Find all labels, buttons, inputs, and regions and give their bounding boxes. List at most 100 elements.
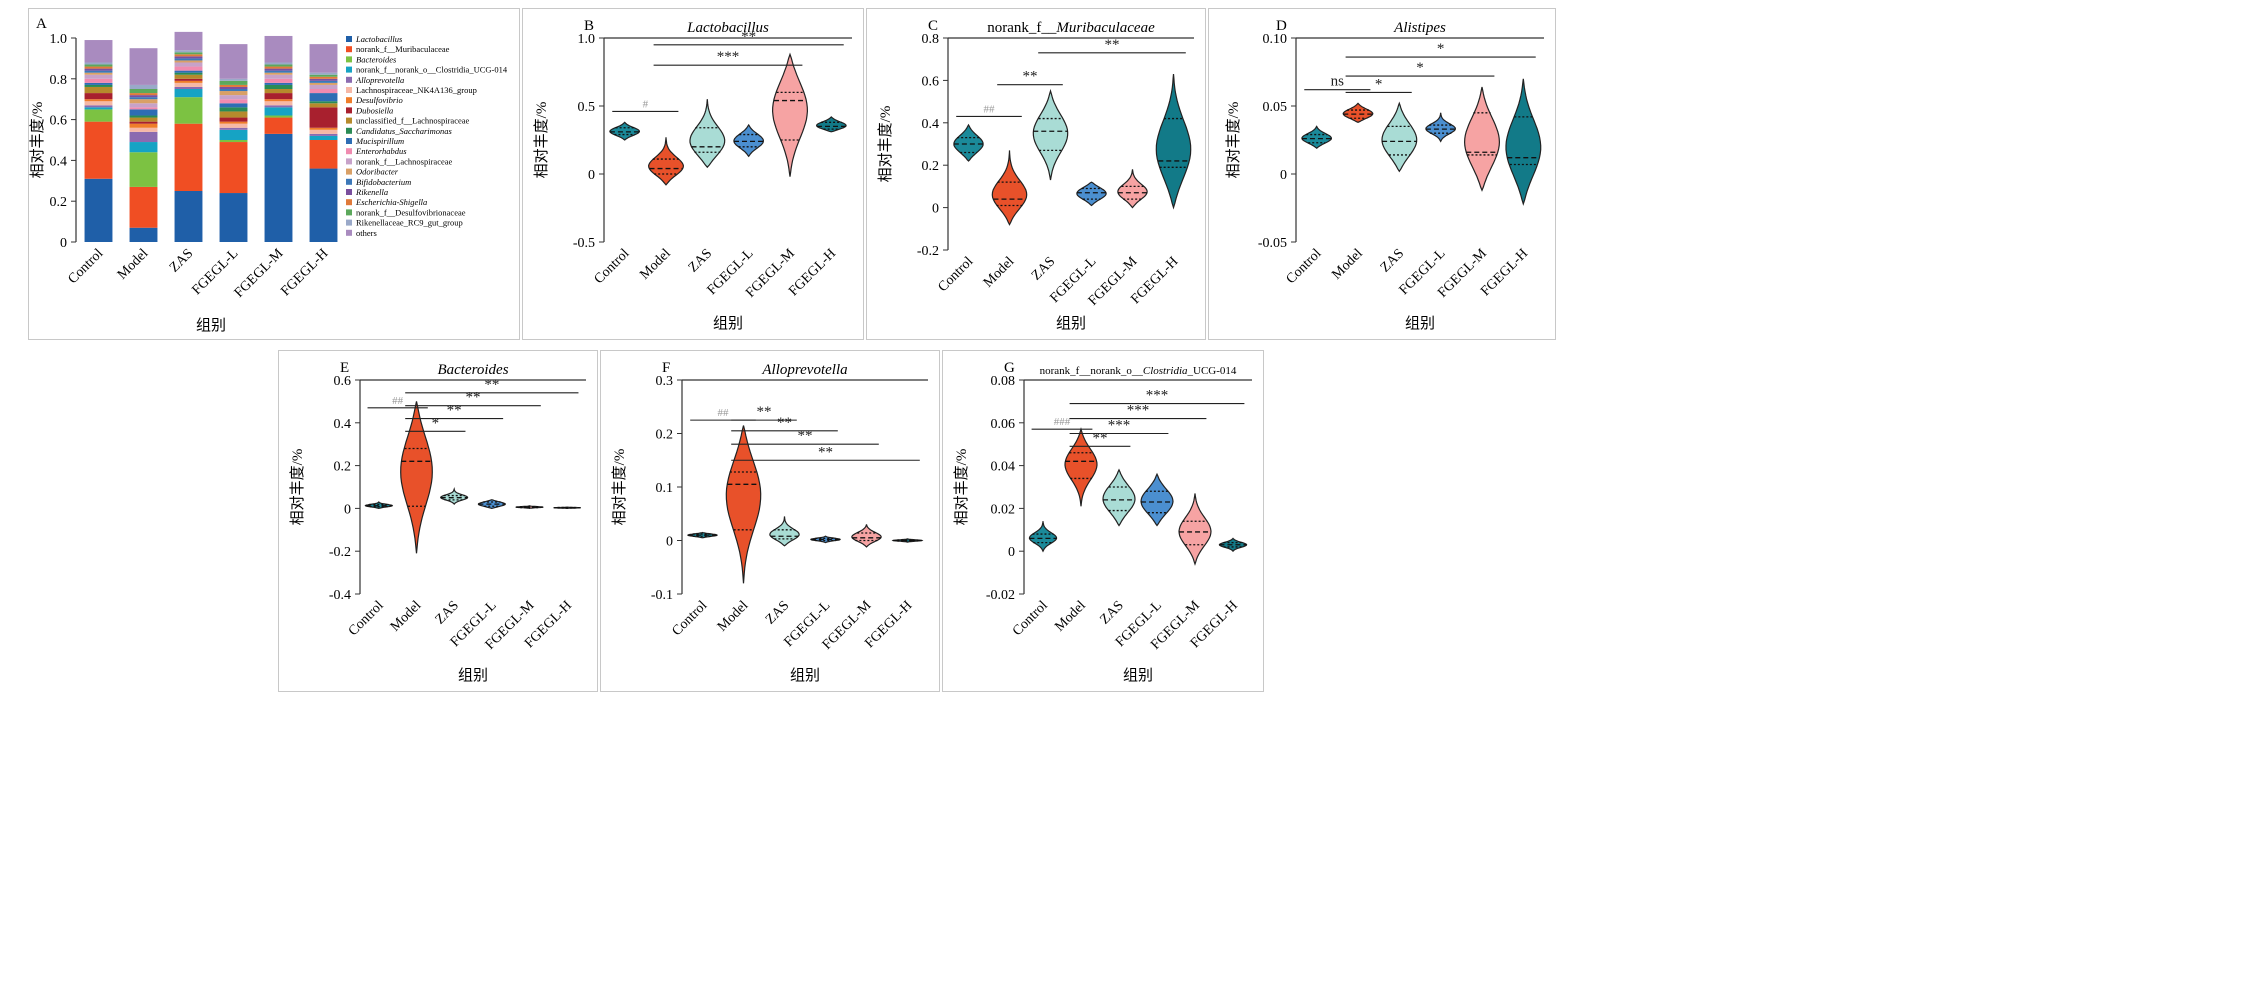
legend-label: Bifidobacterium (356, 177, 411, 187)
bar-segment (219, 86, 248, 89)
x-tick-label: Control (1010, 598, 1051, 639)
bar-segment (219, 99, 248, 104)
bar-segment (309, 78, 338, 81)
violin-shape (1381, 101, 1418, 173)
bar-segment (129, 48, 158, 85)
bar-segment (129, 127, 158, 132)
significance-label: ## (984, 103, 996, 115)
violin-shape (1178, 493, 1212, 566)
panel-label: B (584, 18, 594, 34)
bar-segment (174, 60, 203, 63)
legend-label: Escherichia-Shigella (355, 197, 427, 207)
violin-shape (1301, 125, 1332, 149)
y-tick-label: 0.8 (922, 32, 940, 47)
violin-shape (647, 137, 685, 186)
bar-segment (129, 121, 158, 124)
x-tick-label: Model (715, 598, 752, 635)
significance-label: ** (1093, 430, 1108, 446)
bar-segment (129, 84, 158, 89)
bar-segment (264, 72, 293, 75)
y-tick-label: 0.2 (656, 428, 674, 443)
significance-label: ** (818, 444, 833, 460)
x-axis-label: 组别 (458, 667, 488, 684)
x-tick-label: ZAS (167, 246, 196, 275)
bar-segment (264, 74, 293, 79)
significance-label: ** (484, 377, 499, 393)
bar-segment (219, 127, 248, 130)
legend-swatch (346, 148, 352, 155)
bar-segment (309, 80, 338, 83)
bar-segment (219, 78, 248, 81)
bar-segment (84, 82, 113, 85)
x-tick-label: ZAS (433, 598, 462, 627)
y-tick-label: 0.05 (1263, 100, 1288, 115)
violin-shape (769, 516, 800, 547)
violin-shape (1028, 521, 1058, 553)
legend-label: norank_f__Muribaculaceae (356, 44, 450, 54)
bar-segment (309, 168, 338, 242)
y-tick-label: 0 (60, 236, 67, 251)
significance-label: *** (1127, 403, 1150, 419)
x-tick-label: Control (1284, 246, 1325, 287)
x-axis-label: 组别 (713, 315, 743, 332)
bar-segment (264, 117, 293, 134)
bar-segment (174, 70, 203, 73)
bar-segment (219, 142, 248, 194)
y-tick-label: -0.4 (329, 588, 351, 603)
bar-segment (129, 89, 158, 94)
bar-segment (129, 109, 158, 116)
bar-segment (309, 107, 338, 128)
y-tick-label: 0 (1280, 168, 1287, 183)
bar-segment (219, 44, 248, 79)
bar-segment (174, 54, 203, 57)
legend-label: Rikenella (355, 187, 388, 197)
y-tick-label: 0.04 (991, 460, 1016, 475)
bar-segment (264, 66, 293, 69)
bar-segment (84, 107, 113, 110)
panel-f-violin-chart: F Alloprevotella -0.1 0 0.1 0.2 0.3 相对丰度/% Contr… (611, 360, 928, 684)
significance-label: ** (777, 415, 792, 431)
significance-label: ## (718, 407, 730, 419)
legend-swatch (346, 56, 352, 63)
legend-swatch (346, 36, 352, 42)
violin-shape (1463, 86, 1501, 192)
x-tick-label: Model (981, 254, 1018, 291)
legend-swatch (346, 178, 352, 185)
bar-segment (219, 80, 248, 85)
x-tick-label: FGEGL-M (232, 246, 287, 301)
significance-label: ns (1331, 74, 1345, 90)
bar-segment (174, 56, 203, 59)
bar-segment (174, 50, 203, 53)
x-axis-label: 组别 (1405, 315, 1435, 332)
panel-a-stacked-bar-chart: A 0 0.2 0.4 0.6 0.8 1.0 相对丰度/% Control Model ZAS FG… (29, 16, 508, 334)
bar-segment (219, 95, 248, 100)
y-tick-label: -0.02 (986, 588, 1015, 603)
legend-swatch (346, 87, 352, 93)
bar-segment (174, 97, 203, 124)
legend-swatch (346, 46, 352, 53)
y-tick-label: 0.4 (50, 154, 68, 169)
legend-swatch (346, 229, 352, 236)
bar-segment (84, 64, 113, 67)
significance-label: * (1437, 41, 1445, 57)
y-tick-label: 0.2 (50, 195, 68, 210)
chart-title: Alistipes (1393, 20, 1446, 36)
bar-segment (174, 31, 203, 51)
bar-segment (219, 140, 248, 143)
bar-segment (309, 76, 338, 79)
y-tick-label: -0.05 (1258, 236, 1287, 251)
x-tick-label: Model (115, 246, 152, 283)
bar-segment (264, 70, 293, 73)
bar-segment (309, 44, 338, 73)
violin-shape (733, 123, 765, 158)
bar-segment (219, 123, 248, 128)
violin-shape (1140, 472, 1174, 527)
x-tick-label: Model (1052, 598, 1089, 635)
panel-a-frame (28, 8, 520, 340)
bar-segment (264, 101, 293, 106)
bar-segment (174, 191, 203, 242)
x-tick-label: Control (65, 246, 106, 287)
bar-segment (264, 82, 293, 85)
x-tick-label: ZAS (1098, 598, 1127, 627)
bar-segment (84, 72, 113, 75)
